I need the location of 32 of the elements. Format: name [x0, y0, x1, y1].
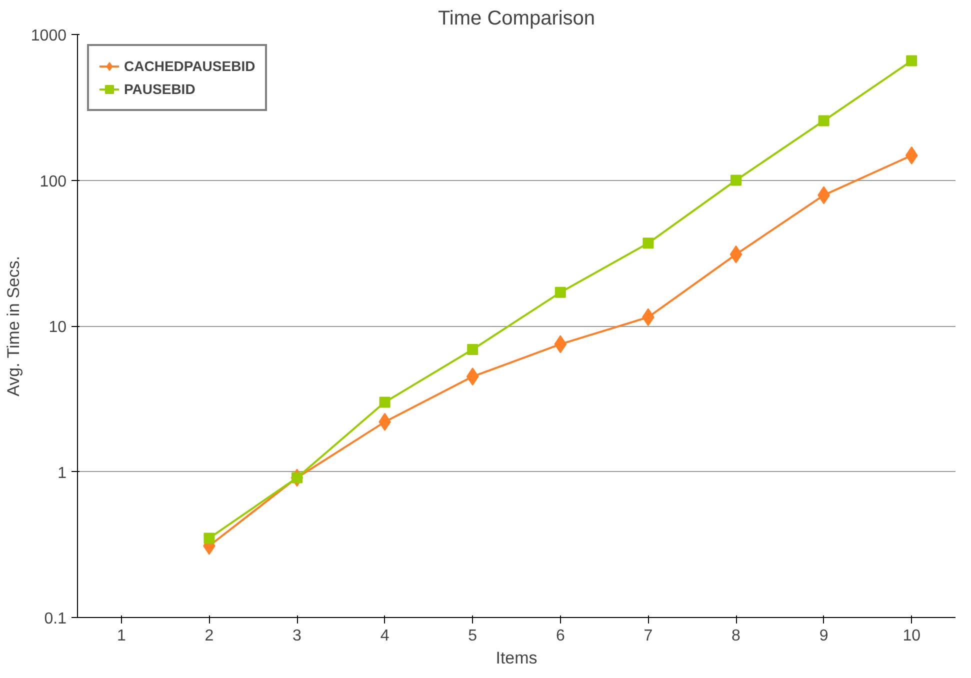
- x-tick-label: 2: [204, 628, 214, 644]
- x-tick-label: 10: [902, 628, 921, 644]
- x-tick-label: 3: [292, 628, 302, 644]
- chart-title: Time Comparison: [438, 8, 596, 30]
- point: [730, 245, 742, 264]
- y-tick-label: 100: [40, 173, 67, 190]
- x-axis-title: Items: [496, 648, 538, 668]
- x-tick-label: 6: [556, 628, 565, 644]
- point: [906, 55, 918, 66]
- x-tick-label: 4: [380, 628, 390, 644]
- y-tick-label: 1: [58, 464, 67, 482]
- x-tick-label: 8: [732, 628, 741, 644]
- point: [467, 344, 478, 355]
- point: [466, 368, 479, 386]
- x-tick-label: 7: [644, 628, 653, 644]
- point: [554, 286, 566, 298]
- point: [204, 532, 215, 544]
- y-tick-label: 0.1: [44, 610, 67, 628]
- x-tick-label: 1: [116, 628, 126, 644]
- y-tick-label: 1000: [30, 28, 67, 44]
- legend-label: PAUSEBID: [124, 81, 196, 97]
- point: [905, 146, 918, 164]
- x-tick-label: 5: [468, 628, 478, 644]
- point: [379, 396, 390, 408]
- x-tick-label: 9: [819, 628, 828, 644]
- point: [730, 174, 742, 186]
- y-axis-title: Avg. Time in Secs.: [4, 256, 23, 396]
- point: [818, 115, 830, 126]
- point: [554, 335, 567, 354]
- legend-label: CACHEDPAUSEBID: [124, 58, 256, 74]
- y-tick-label: 10: [48, 319, 67, 336]
- point: [642, 238, 654, 249]
